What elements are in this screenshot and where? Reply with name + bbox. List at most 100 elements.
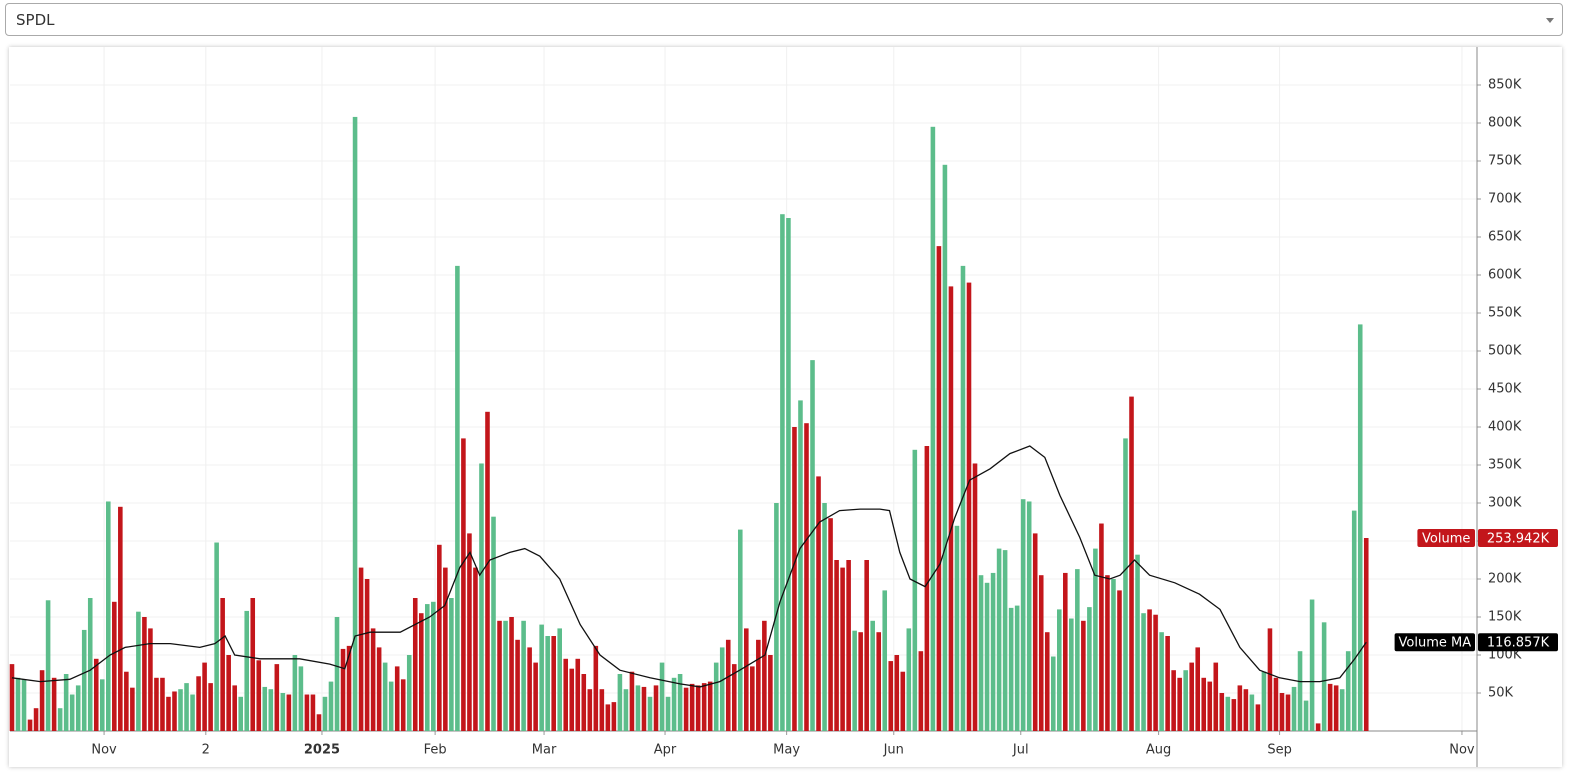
bar (280, 693, 286, 731)
bar (966, 282, 972, 731)
bar (1321, 622, 1327, 731)
bar (924, 446, 930, 731)
caret (1546, 18, 1554, 23)
bar (990, 572, 996, 731)
bar (15, 677, 21, 731)
bar (683, 687, 689, 731)
bar (731, 664, 737, 731)
bar (1069, 618, 1074, 731)
bar (1345, 651, 1351, 731)
bar (57, 708, 63, 731)
bar (1255, 704, 1261, 731)
bar (719, 647, 725, 731)
bar (876, 632, 882, 731)
bar (707, 681, 713, 731)
bar (118, 506, 123, 731)
bar (888, 661, 894, 731)
bar (1279, 693, 1285, 731)
bar (268, 689, 274, 731)
bar (425, 604, 430, 731)
bar (972, 463, 978, 731)
bar (1213, 662, 1219, 731)
bar (437, 544, 442, 731)
bar (1195, 647, 1201, 731)
bar (87, 598, 93, 731)
bar (250, 598, 256, 731)
bar (497, 620, 502, 731)
bar (449, 598, 454, 731)
bar (599, 689, 605, 731)
bar (677, 674, 683, 731)
bar (160, 677, 165, 731)
x-tick-label: 2025 (304, 743, 340, 758)
bar (689, 683, 695, 731)
bar (701, 683, 707, 731)
bar (298, 666, 304, 731)
bar (1044, 632, 1050, 731)
symbol-select[interactable]: SPDL (5, 3, 1563, 36)
bar (1032, 533, 1038, 731)
bar (1351, 510, 1357, 731)
bar (575, 658, 581, 731)
bar (485, 411, 490, 731)
bar (1357, 324, 1363, 731)
badge-value (1478, 529, 1558, 548)
bar (792, 427, 797, 731)
bar (641, 686, 647, 731)
bar (190, 694, 195, 731)
symbol: SPDL (16, 11, 55, 29)
bar (1099, 523, 1104, 731)
bar (172, 691, 177, 731)
bar (455, 265, 460, 731)
bar (461, 438, 466, 731)
bar (51, 677, 57, 731)
bar (1291, 686, 1297, 731)
bar (852, 630, 857, 731)
x-tick-label: Mar (532, 743, 557, 758)
bar (154, 677, 159, 731)
bar (142, 617, 147, 731)
bar (864, 560, 869, 731)
bar (762, 620, 767, 731)
bar (545, 636, 550, 731)
bar (1309, 599, 1315, 731)
bar (352, 116, 358, 732)
y-tick-label: 450K (1488, 382, 1522, 397)
bar (400, 679, 406, 731)
bar (1177, 677, 1182, 731)
bar (515, 639, 520, 731)
bar (112, 601, 117, 731)
bar (665, 696, 671, 731)
bar (473, 567, 478, 731)
bar (503, 620, 508, 731)
x-tick-label: May (773, 743, 800, 758)
bar (1117, 590, 1122, 731)
bar (1141, 613, 1146, 731)
bar (9, 664, 15, 731)
bar (33, 708, 39, 731)
bar (244, 610, 250, 731)
y-tick-label: 650K (1488, 230, 1522, 245)
x-tick-label: 2 (202, 743, 210, 758)
bar (99, 679, 105, 731)
x-tick-label: Nov (1449, 743, 1475, 758)
bar (232, 685, 237, 731)
y-tick-label: 800K (1488, 116, 1522, 131)
bar (617, 674, 623, 731)
bar (106, 501, 111, 731)
bar (605, 704, 611, 731)
bar (63, 674, 69, 731)
bar (370, 628, 376, 731)
bar (936, 246, 942, 731)
bar (810, 360, 815, 731)
bar (900, 671, 906, 731)
bar (647, 696, 653, 731)
bar (39, 670, 45, 731)
badge-name-text: Volume MA (1399, 636, 1472, 651)
bar (695, 685, 701, 731)
bar (984, 582, 990, 731)
bar (184, 683, 189, 731)
bar (394, 666, 400, 731)
